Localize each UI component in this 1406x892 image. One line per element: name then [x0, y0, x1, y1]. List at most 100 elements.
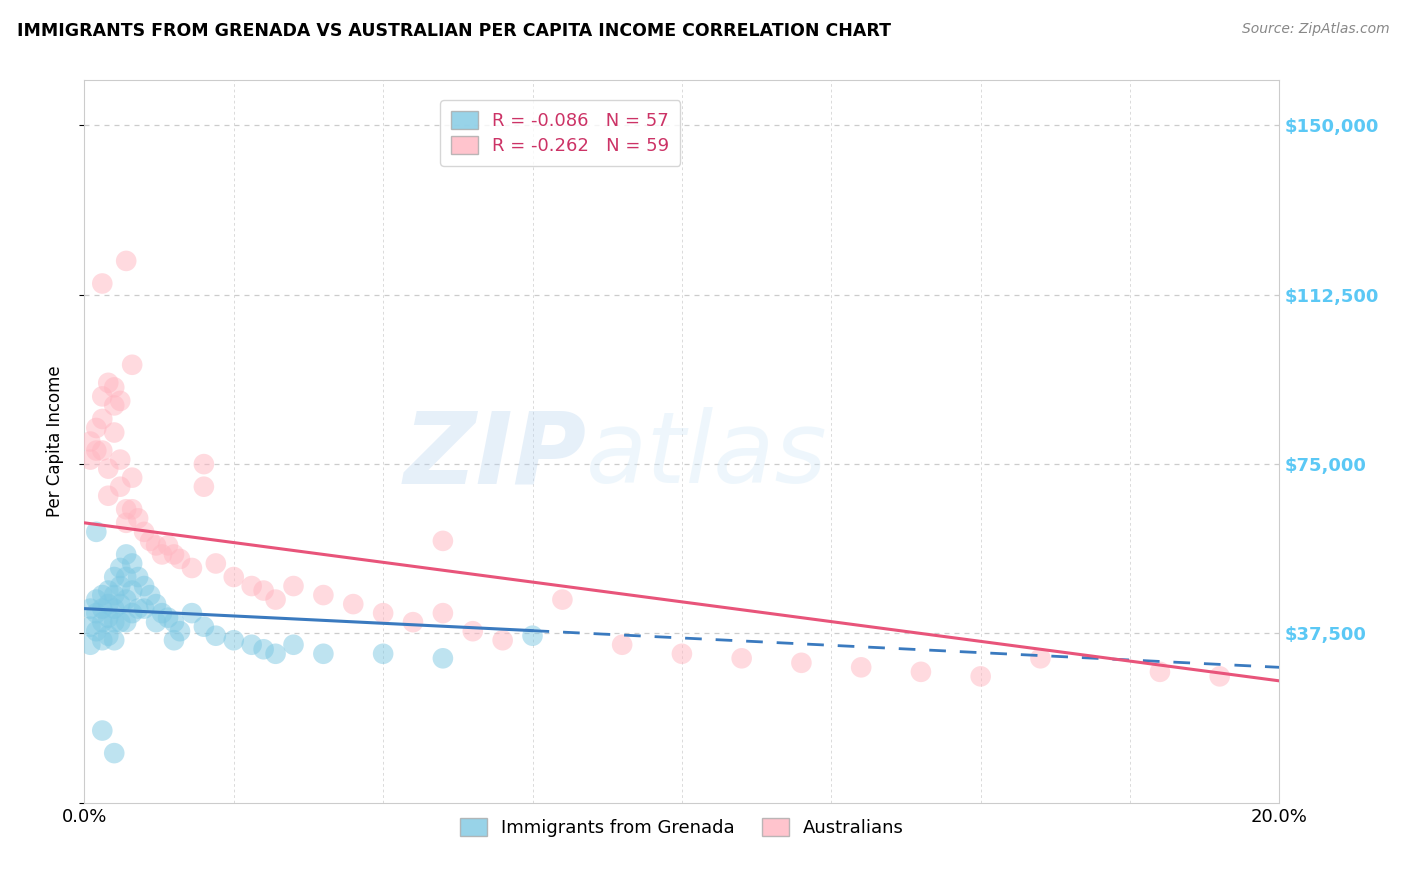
Point	[492, 633, 515, 648]
Point	[551, 592, 574, 607]
Point	[91, 443, 114, 458]
Point	[193, 480, 215, 494]
Point	[312, 588, 335, 602]
Point	[110, 597, 132, 611]
Point	[432, 533, 454, 548]
Point	[103, 398, 125, 412]
Point	[110, 452, 132, 467]
Point	[97, 461, 120, 475]
Point	[103, 380, 125, 394]
Point	[132, 579, 156, 593]
Point	[139, 588, 162, 602]
Y-axis label: Per Capita Income: Per Capita Income	[45, 366, 63, 517]
Point	[121, 606, 143, 620]
Point	[402, 615, 425, 630]
Point	[205, 629, 228, 643]
Point	[103, 601, 125, 615]
Point	[110, 561, 132, 575]
Point	[851, 660, 873, 674]
Point	[121, 557, 143, 571]
Point	[461, 624, 484, 639]
Point	[86, 421, 108, 435]
Point	[1149, 665, 1171, 679]
Point	[240, 579, 263, 593]
Point	[79, 452, 101, 467]
Point	[97, 583, 120, 598]
Point	[115, 592, 138, 607]
Point	[1029, 651, 1052, 665]
Point	[97, 376, 120, 390]
Point	[432, 651, 454, 665]
Point	[240, 638, 263, 652]
Point	[163, 548, 186, 562]
Point	[163, 615, 186, 630]
Point	[115, 516, 138, 530]
Point	[97, 597, 120, 611]
Point	[103, 746, 125, 760]
Point	[91, 389, 114, 403]
Point	[91, 615, 114, 630]
Point	[86, 592, 108, 607]
Point	[103, 588, 125, 602]
Point	[612, 638, 634, 652]
Text: ZIP: ZIP	[404, 408, 586, 505]
Point	[169, 552, 191, 566]
Point	[222, 633, 245, 648]
Point	[91, 723, 114, 738]
Point	[79, 620, 101, 634]
Point	[163, 633, 186, 648]
Point	[86, 524, 108, 539]
Point	[181, 606, 204, 620]
Point	[145, 538, 167, 552]
Point	[103, 615, 125, 630]
Point	[432, 606, 454, 620]
Point	[79, 601, 101, 615]
Point	[132, 524, 156, 539]
Text: IMMIGRANTS FROM GRENADA VS AUSTRALIAN PER CAPITA INCOME CORRELATION CHART: IMMIGRANTS FROM GRENADA VS AUSTRALIAN PE…	[17, 22, 891, 40]
Point	[150, 606, 173, 620]
Point	[373, 606, 395, 620]
Point	[115, 570, 138, 584]
Point	[103, 633, 125, 648]
Point	[103, 570, 125, 584]
Legend: Immigrants from Grenada, Australians: Immigrants from Grenada, Australians	[453, 811, 911, 845]
Point	[127, 601, 149, 615]
Point	[115, 548, 138, 562]
Point	[1209, 669, 1232, 683]
Point	[97, 610, 120, 624]
Point	[731, 651, 754, 665]
Point	[103, 425, 125, 440]
Point	[264, 592, 287, 607]
Point	[121, 358, 143, 372]
Point	[86, 443, 108, 458]
Point	[91, 412, 114, 426]
Point	[91, 601, 114, 615]
Point	[115, 253, 138, 268]
Point	[110, 393, 132, 408]
Point	[790, 656, 813, 670]
Point	[522, 629, 544, 643]
Point	[110, 480, 132, 494]
Point	[253, 642, 276, 657]
Point	[110, 615, 132, 630]
Point	[373, 647, 395, 661]
Point	[115, 502, 138, 516]
Point	[671, 647, 693, 661]
Point	[97, 489, 120, 503]
Point	[139, 533, 162, 548]
Point	[283, 638, 305, 652]
Point	[86, 606, 108, 620]
Point	[91, 277, 114, 291]
Point	[121, 502, 143, 516]
Point	[193, 620, 215, 634]
Point	[115, 615, 138, 630]
Text: atlas: atlas	[586, 408, 828, 505]
Point	[150, 548, 173, 562]
Point	[79, 638, 101, 652]
Point	[145, 615, 167, 630]
Point	[97, 629, 120, 643]
Point	[79, 434, 101, 449]
Point	[970, 669, 993, 683]
Point	[110, 579, 132, 593]
Point	[91, 633, 114, 648]
